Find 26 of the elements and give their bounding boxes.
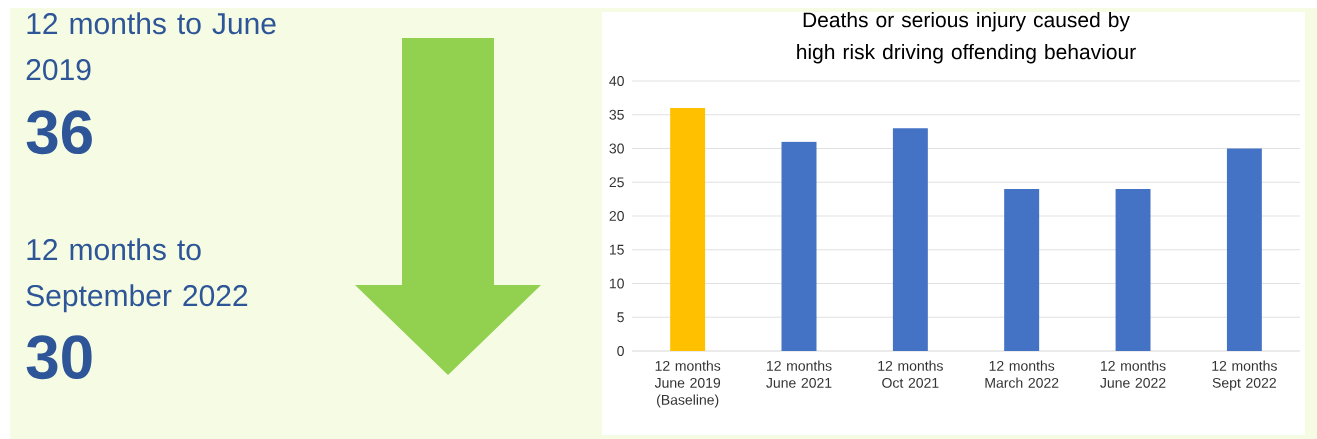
text: 36 bbox=[26, 110, 92, 155]
y-tick-label: 0 bbox=[617, 346, 624, 356]
text: 12 months to September 2022 bbox=[26, 238, 248, 313]
y-tick-label: 5 bbox=[617, 312, 624, 323]
x-tick-label: 12 months March 2022 bbox=[985, 360, 1059, 388]
bar bbox=[1004, 189, 1040, 351]
bar bbox=[781, 141, 817, 351]
x-tick-label: 12 months June 2022 bbox=[1100, 360, 1166, 388]
x-tick-label: 12 months June 2019 (Baseline) bbox=[654, 360, 721, 408]
bar bbox=[892, 128, 928, 351]
bar bbox=[1115, 189, 1151, 351]
y-tick-label: 20 bbox=[609, 211, 624, 221]
bar bbox=[1226, 148, 1262, 351]
y-tick-label: 30 bbox=[609, 143, 624, 154]
x-tick-label: 12 months Sept 2022 bbox=[1212, 360, 1277, 391]
text: 12 months to June 2019 bbox=[26, 12, 276, 81]
y-tick-label: 40 bbox=[609, 76, 624, 86]
y-tick-label: 15 bbox=[609, 244, 624, 255]
x-tick-label: 12 months Oct 2021 bbox=[878, 360, 943, 388]
x-tick-label: 12 months June 2021 bbox=[766, 360, 832, 388]
bar bbox=[670, 108, 706, 351]
chart-title: Deaths or serious injury caused by high risk driving offending behaviour bbox=[797, 11, 1136, 64]
text: 30 bbox=[26, 335, 92, 380]
y-tick-label: 10 bbox=[609, 278, 624, 289]
y-tick-label: 25 bbox=[609, 177, 624, 188]
y-tick-label: 35 bbox=[609, 109, 624, 120]
